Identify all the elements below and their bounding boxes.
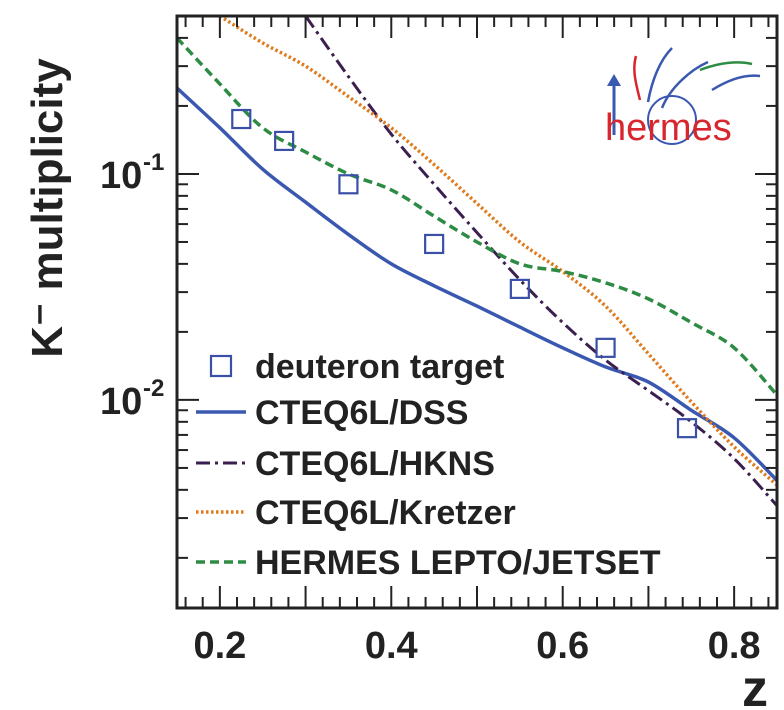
series-layer [177,16,777,507]
data-point-deuteron-target [338,174,359,195]
legend-label-cteq6l-dss: CTEQ6L/DSS [255,394,468,432]
logo-line-red [633,55,642,101]
data-point-deuteron-target [231,108,252,130]
x-tick-label: 0.6 [536,625,589,667]
series-line-cteq6l-hkns [304,16,777,507]
data-point-deuteron-target [274,130,295,152]
data-point-deuteron-target [509,278,530,299]
logo-line-blue-3 [711,74,761,92]
logo-line-green [699,61,753,72]
logo-line-blue-1 [646,47,673,103]
legend-label-hermes-lepto-jetset: HERMES LEPTO/JETSET [255,544,661,582]
x-tick-label: 0.2 [193,625,246,667]
x-tick-label: 0.8 [708,625,761,667]
series-line-cteq6l-dss [177,86,777,482]
y-tick-label-exponent: -2 [143,375,164,402]
legend: deuteron target CTEQ6L/DSS CTEQ6L/HKNS CTEQ… [196,348,661,582]
y-tick-label: 10 [100,381,142,423]
legend-label-cteq6l-hkns: CTEQ6L/HKNS [255,445,495,483]
hermes-logo: hermes [605,47,761,149]
ticks-layer [177,15,777,608]
logo-arrowhead [607,74,621,86]
series-line-cteq6l-kretzer [218,16,777,487]
y-axis-title: K⁻ multiplicity [23,58,72,358]
legend-label-deuteron-target: deuteron target [255,348,504,386]
markers-layer [231,108,698,439]
legend-marker-deuteron-target [209,354,233,378]
logo-text: hermes [605,107,732,149]
logo-line-blue-2 [660,60,709,109]
tick-labels-layer: 0.2 0.4 0.6 0.810-110-2 [100,149,761,667]
x-tick-label: 0.4 [365,625,418,667]
data-point-deuteron-target [595,337,616,358]
series-line-hermes-lepto-jetset [177,36,777,397]
logo-circle [647,95,697,145]
x-axis-title: z [742,660,768,710]
data-point-deuteron-target [676,418,698,439]
legend-label-cteq6l-kretzer: CTEQ6L/Kretzer [255,494,516,532]
y-tick-label: 10 [100,155,142,197]
y-tick-label-exponent: -1 [143,149,164,176]
data-point-deuteron-target [424,233,445,255]
